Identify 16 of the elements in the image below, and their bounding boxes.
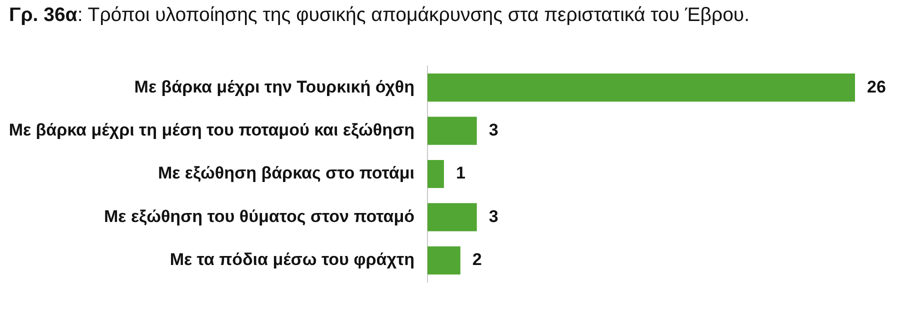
y-tick-label: Με εξώθηση βάρκας στο ποτάμι (158, 164, 415, 183)
y-tick-label: Με τα πόδια μέσω του φράχτη (170, 250, 414, 270)
data-label: 26 (867, 77, 886, 96)
y-tick-label: Με εξώθηση του θύματος στον ποταμό (104, 206, 414, 226)
bar (428, 203, 477, 232)
data-label: 3 (488, 120, 498, 140)
bar (428, 160, 444, 188)
data-label: 2 (472, 250, 482, 270)
bar (428, 116, 477, 145)
y-tick-label: Με βάρκα μέχρι τη μέση του ποταμού και εξώθηση (8, 120, 414, 140)
data-label: 1 (456, 164, 466, 183)
bar (428, 246, 460, 274)
chart-title: Γρ. 36α: Τρόποι υλοποίησης της φυσικής απομάκρυνσης στα περιστατικά του Έβρου. (9, 4, 750, 27)
data-label: 3 (488, 206, 498, 226)
y-tick-label: Με βάρκα μέχρι την Τουρκική όχθη (134, 77, 414, 96)
bar (428, 74, 855, 102)
